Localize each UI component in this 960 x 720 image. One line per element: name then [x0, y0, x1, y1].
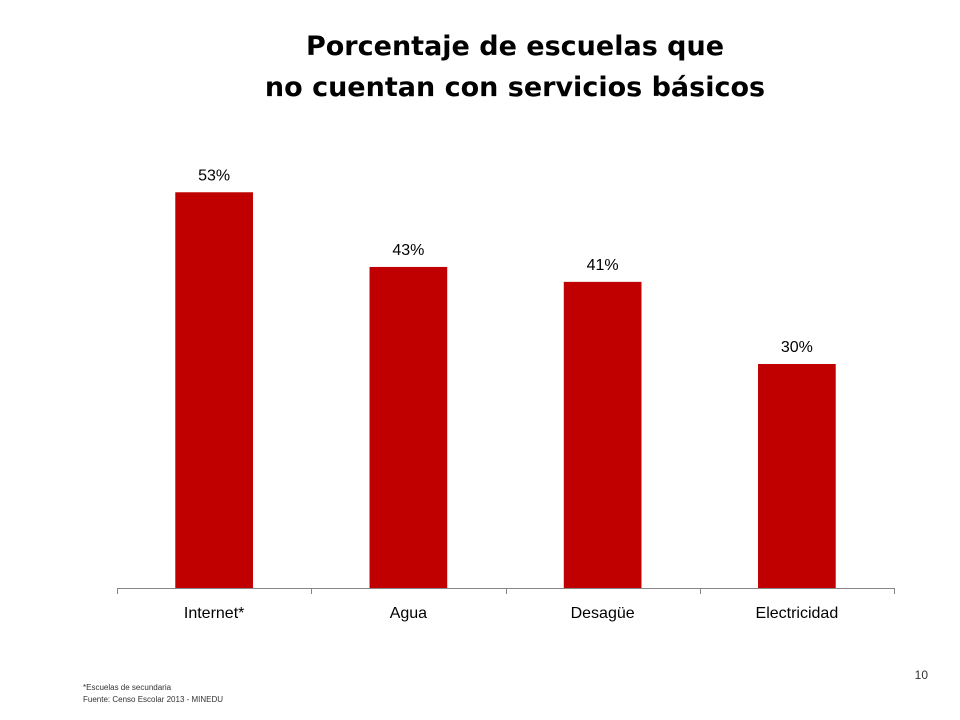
data-label: 30%	[781, 339, 813, 356]
x-tick-label: Desagüe	[571, 605, 635, 622]
data-label: 41%	[587, 257, 619, 274]
footnote-note: *Escuelas de secundaria	[83, 683, 172, 692]
chart-title: Porcentaje de escuelas que no cuentan co…	[0, 26, 960, 108]
bar-internet	[175, 192, 253, 588]
footnote-source: Fuente: Censo Escolar 2013 - MINEDU	[83, 695, 224, 704]
bar-desag-e	[563, 281, 642, 588]
bars-layer	[175, 192, 836, 588]
x-tick-label: Agua	[390, 605, 427, 622]
bar-electricidad	[758, 364, 836, 588]
data-label: 53%	[198, 167, 230, 184]
chart-title-line-2: no cuentan con servicios básicos	[264, 72, 766, 103]
bar-agua	[369, 266, 448, 588]
data-labels-layer: 53% 43% 41% 30%	[198, 167, 813, 356]
chart-title-line-1: Porcentaje de escuelas que	[305, 31, 725, 62]
x-tick-label: Electricidad	[756, 605, 839, 622]
page-number: 10	[914, 668, 928, 682]
data-label: 43%	[392, 242, 424, 259]
x-axis: Internet* Agua Desagüe Electricidad	[117, 588, 895, 622]
x-tick-label: Internet*	[184, 605, 244, 622]
